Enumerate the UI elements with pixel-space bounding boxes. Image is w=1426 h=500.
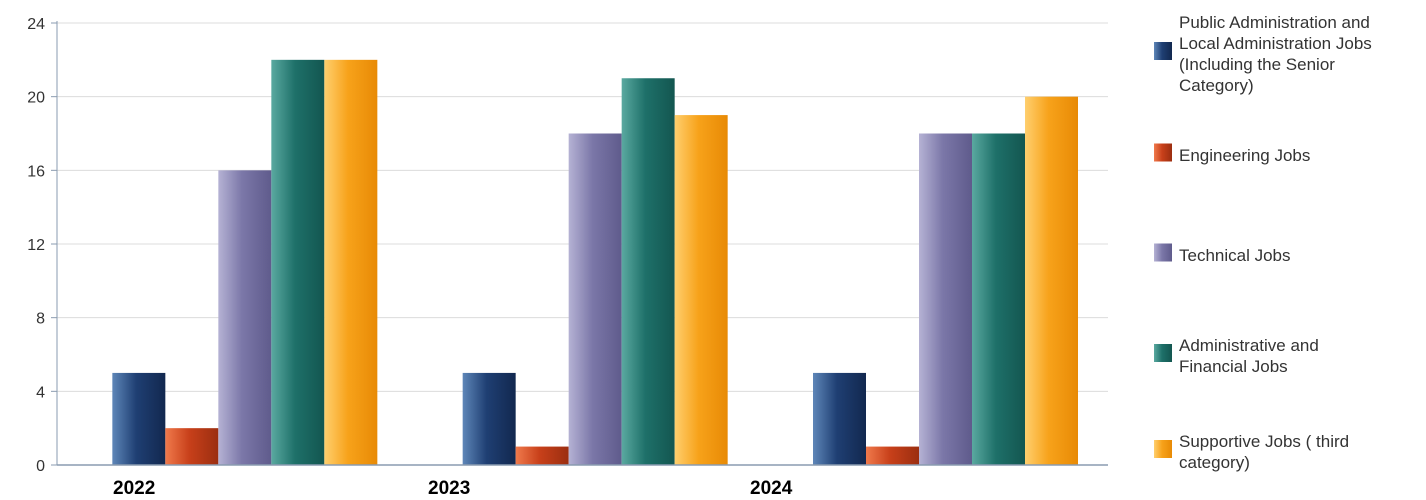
legend-label: Supportive Jobs ( third (1179, 432, 1349, 451)
legend-label: Public Administration and (1179, 13, 1370, 32)
legend-label: category) (1179, 453, 1250, 472)
legend-swatch (1154, 42, 1172, 60)
legend-swatch (1154, 143, 1172, 162)
bar-public-2023 (462, 372, 516, 465)
x-category-label: 2023 (428, 478, 470, 499)
bars (112, 59, 1078, 466)
x-axis: 2022 2023 2024 (57, 464, 1108, 499)
y-tick-label: 0 (36, 458, 45, 475)
y-tick-label: 20 (27, 90, 45, 107)
bar-public-2024 (813, 372, 866, 465)
bar-engineering-2024 (866, 446, 919, 465)
bar-engineering-2023 (515, 446, 569, 465)
legend: Public Administration and Local Administr… (1154, 13, 1372, 472)
legend-swatch (1154, 440, 1172, 458)
bar-technical-2022 (218, 170, 272, 466)
y-tick-label: 4 (36, 384, 45, 401)
bar-supportive-2022 (324, 59, 378, 465)
bar-administrative-2023 (621, 78, 675, 465)
bar-supportive-2024 (1025, 96, 1078, 466)
legend-label: Technical Jobs (1179, 246, 1291, 265)
legend-swatch (1154, 344, 1172, 362)
legend-label: (Including the Senior (1179, 55, 1335, 74)
bar-administrative-2024 (972, 133, 1025, 465)
bar-technical-2023 (568, 133, 622, 465)
legend-swatch (1154, 243, 1172, 262)
legend-label: Administrative and (1179, 336, 1319, 355)
x-category-label: 2024 (750, 478, 793, 499)
y-tick-label: 8 (36, 311, 45, 328)
bar-public-2022 (112, 372, 166, 465)
bar-supportive-2023 (674, 115, 728, 465)
legend-label: Category) (1179, 76, 1254, 95)
y-tick-label: 12 (27, 237, 45, 254)
y-axis: 0 4 8 12 16 20 24 (27, 16, 58, 475)
legend-label: Local Administration Jobs (1179, 34, 1372, 53)
bar-engineering-2022 (165, 428, 219, 465)
x-category-label: 2022 (113, 478, 155, 499)
bar-administrative-2022 (271, 59, 325, 465)
legend-label: Financial Jobs (1179, 357, 1288, 376)
y-tick-label: 16 (27, 163, 45, 180)
legend-label: Engineering Jobs (1179, 146, 1310, 165)
bar-technical-2024 (919, 133, 972, 465)
y-tick-label: 24 (27, 16, 45, 33)
